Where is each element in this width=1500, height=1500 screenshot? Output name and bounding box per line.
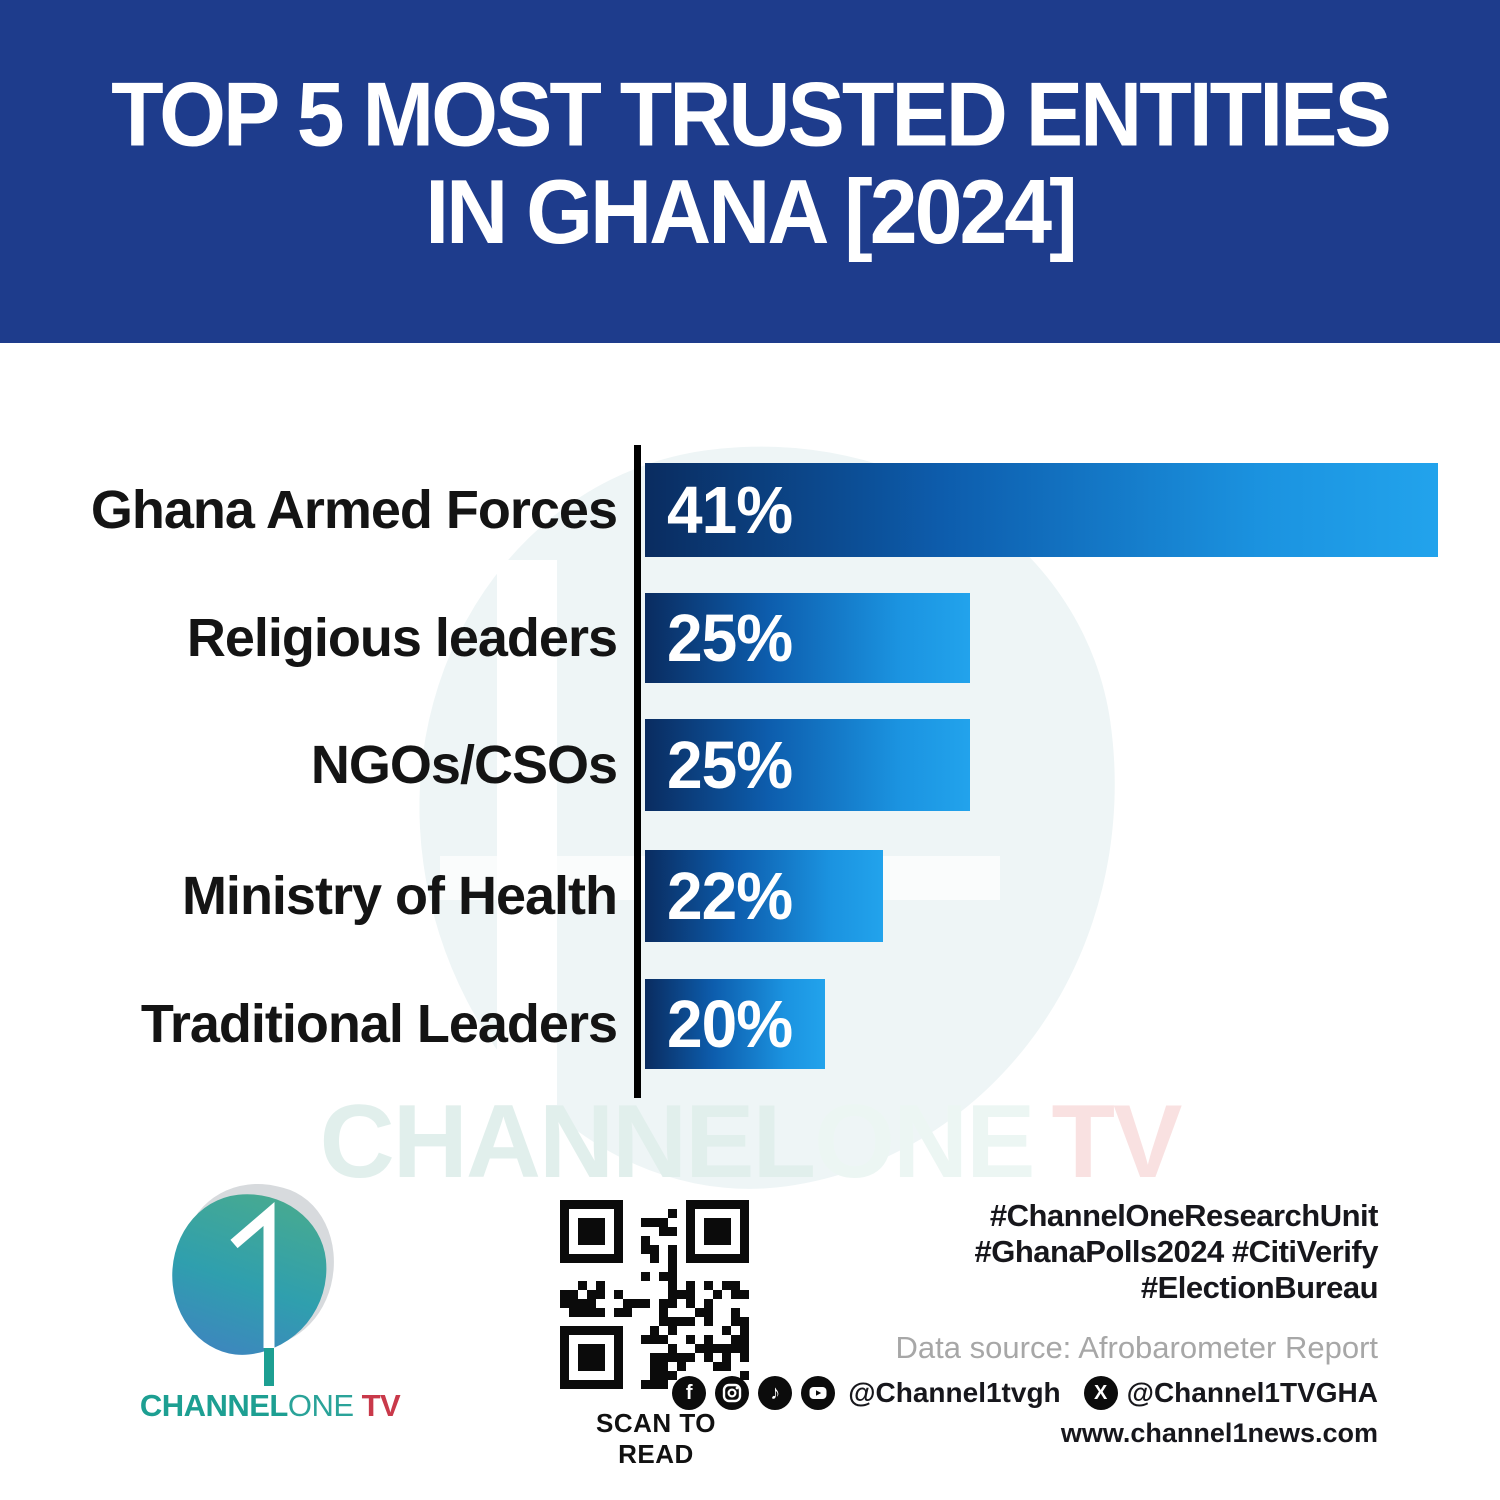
watermark-channel: CHANNEL	[319, 1084, 816, 1200]
page-title-line1: TOP 5 MOST TRUSTED ENTITIES	[111, 63, 1392, 166]
ghost-logo-stripe	[497, 560, 557, 1105]
category-label: Ministry of Health	[181, 866, 618, 926]
bar-fill: 25%	[645, 593, 970, 683]
bar-track: 22%	[645, 850, 1445, 942]
logo-wordmark-channel: CHANNEL	[139, 1388, 289, 1423]
logo-wordmark-one: ONE	[287, 1388, 354, 1423]
bar-fill: 25%	[645, 719, 970, 811]
y-axis-line	[634, 445, 641, 1098]
bar-row: Ministry of Health 22%	[0, 850, 1445, 942]
header-banner: TOP 5 MOST TRUSTED ENTITIES IN GHANA [20…	[0, 0, 1500, 343]
category-label: Ghana Armed Forces	[90, 480, 618, 540]
bar-value-label: 41%	[667, 472, 793, 548]
social-row: f ♪ @Channel1tvgh X @Channel1TVGHA	[672, 1376, 1378, 1410]
hashtag-line-2: #GhanaPolls2024 #CitiVerify	[974, 1234, 1379, 1269]
logo-one-icon	[230, 1202, 275, 1386]
bar-track: 20%	[645, 979, 1445, 1069]
tiktok-icon: ♪	[758, 1376, 793, 1410]
category-label: Traditional Leaders	[140, 994, 618, 1054]
bar-row: Traditional Leaders 20%	[0, 979, 1445, 1069]
hashtag-line-1: #ChannelOneResearchUnit	[989, 1198, 1379, 1233]
qr-block: SCAN TO READ	[560, 1200, 752, 1470]
channel-one-logo: CHANNELONE TV	[130, 1167, 410, 1437]
bar-track: 25%	[645, 593, 1445, 683]
bar-fill: 20%	[645, 979, 825, 1069]
facebook-icon: f	[672, 1376, 707, 1410]
category-label: NGOs/CSOs	[310, 735, 618, 795]
social-handle-2: @Channel1TVGHA	[1126, 1377, 1378, 1408]
page-title: TOP 5 MOST TRUSTED ENTITIES IN GHANA [20…	[0, 66, 1500, 261]
hashtag-line-3: #ElectionBureau	[1140, 1270, 1379, 1305]
qr-code	[560, 1200, 752, 1394]
page-title-line2: IN GHANA [2024]	[425, 161, 1078, 264]
youtube-icon	[801, 1376, 836, 1410]
bar-fill: 22%	[645, 850, 883, 942]
bar-value-label: 25%	[667, 727, 793, 803]
bar-value-label: 22%	[667, 858, 793, 934]
qr-caption: SCAN TO READ	[595, 1408, 717, 1469]
bar-row: Ghana Armed Forces 41%	[0, 463, 1445, 557]
bar-value-label: 25%	[667, 600, 793, 676]
bar-track: 25%	[645, 719, 1445, 811]
data-source: Data source: Afrobarometer Report	[895, 1330, 1378, 1365]
social-handle-1: @Channel1tvgh	[848, 1377, 1061, 1408]
category-label: Religious leaders	[186, 608, 618, 668]
bar-row: Religious leaders 25%	[0, 593, 1445, 683]
instagram-icon	[715, 1376, 750, 1410]
channel-one-watermark: CHANNELONE TV	[0, 1083, 1500, 1202]
website-url: www.channel1news.com	[1060, 1418, 1378, 1448]
bar-track: 41%	[645, 463, 1445, 557]
bar-fill: 41%	[645, 463, 1438, 557]
footer-info: #ChannelOneResearchUnit #GhanaPolls2024 …	[672, 1198, 1379, 1449]
watermark-tv: TV	[1051, 1084, 1182, 1200]
logo-wordmark-tv: TV	[361, 1388, 401, 1423]
bar-row: NGOs/CSOs 25%	[0, 719, 1445, 811]
x-icon: X	[1083, 1376, 1118, 1410]
logo-wordmark: CHANNELONE TV	[130, 1388, 410, 1424]
bar-value-label: 20%	[667, 986, 793, 1062]
watermark-one: ONE	[814, 1084, 1035, 1200]
